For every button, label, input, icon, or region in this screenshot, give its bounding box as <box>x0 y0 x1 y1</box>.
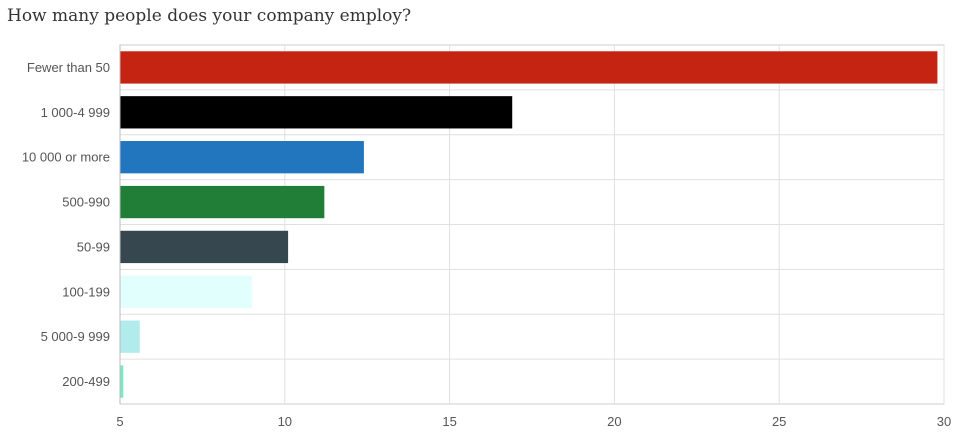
bar <box>120 185 325 219</box>
bars <box>120 51 938 398</box>
category-labels: Fewer than 50 1 000-4 999 10 000 or more 50… <box>22 60 110 389</box>
bar <box>120 51 938 84</box>
category-label: Fewer than 50 <box>27 60 110 75</box>
bar <box>120 320 140 353</box>
x-axis-tick-labels: 5 10 15 20 25 30 <box>116 414 951 429</box>
category-label: 500-990 <box>62 195 110 210</box>
bar <box>120 96 513 129</box>
category-label: 10 000 or more <box>22 150 110 165</box>
category-label: 200-499 <box>62 374 110 389</box>
bar <box>120 275 252 308</box>
category-label: 50-99 <box>77 239 110 254</box>
category-label: 100-199 <box>62 284 110 299</box>
x-tick-label: 10 <box>278 414 292 429</box>
x-tick-label: 25 <box>772 414 786 429</box>
chart-title: How many people does your company employ… <box>7 6 412 26</box>
bar <box>120 365 124 398</box>
x-tick-label: 20 <box>607 414 621 429</box>
x-tick-label: 5 <box>116 414 123 429</box>
x-tick-label: 30 <box>937 414 951 429</box>
category-label: 5 000-9 999 <box>41 329 110 344</box>
category-label: 1 000-4 999 <box>41 105 110 120</box>
bar <box>120 141 364 174</box>
x-tick-label: 15 <box>442 414 456 429</box>
bar <box>120 230 289 264</box>
